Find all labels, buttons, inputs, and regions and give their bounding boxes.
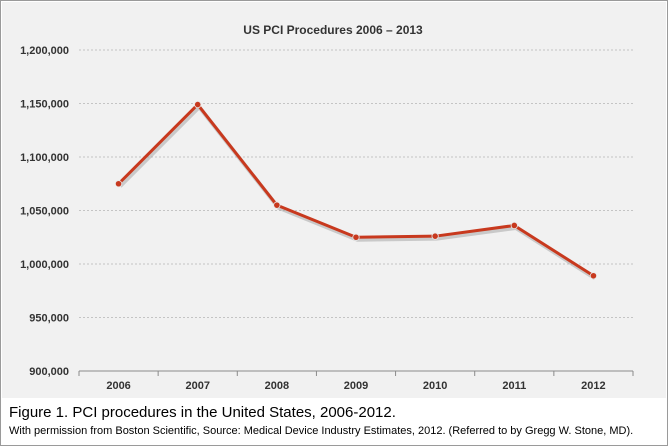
x-tick-label: 2007 (185, 380, 209, 392)
chart-panel: US PCI Procedures 2006 – 2013 900,000 950… (2, 2, 666, 398)
y-tick-label: 1,200,000 (20, 45, 69, 57)
axes (78, 370, 634, 376)
x-tick-label: 2011 (502, 380, 526, 392)
series-line-shadow (118, 105, 597, 280)
figure-caption: Figure 1. PCI procedures in the United S… (9, 404, 661, 438)
y-tick-label: 1,150,000 (20, 99, 69, 111)
y-tick-labels: 900,000 950,000 1,000,000 1,050,000 1,100,00… (20, 45, 69, 378)
y-tick-label: 1,050,000 (20, 206, 69, 218)
gridlines (79, 49, 633, 318)
x-tick-label: 2008 (265, 380, 289, 392)
x-tick-labels: 2006 2007 2008 2009 2010 2011 2012 (106, 380, 605, 392)
series-line-group (117, 103, 597, 280)
caption-credit: With permission from Boston Scientific, … (9, 425, 634, 437)
y-tick-label: 1,000,000 (20, 259, 69, 271)
data-point (114, 180, 123, 188)
y-tick-label: 1,100,000 (20, 152, 69, 164)
caption-title: Figure 1. PCI procedures in the United S… (9, 404, 396, 421)
x-tick-label: 2010 (423, 380, 447, 392)
data-point (431, 232, 439, 240)
data-point (510, 221, 518, 230)
y-tick-label: 950,000 (29, 313, 69, 325)
data-point (194, 100, 202, 109)
data-point (589, 272, 598, 280)
data-point (352, 233, 360, 241)
y-tick-label: 900,000 (29, 366, 69, 378)
data-points (114, 100, 598, 280)
x-tick-label: 2006 (106, 380, 130, 392)
line-chart: US PCI Procedures 2006 – 2013 900,000 950… (20, 23, 634, 392)
data-point (273, 201, 281, 209)
x-tick-label: 2012 (581, 380, 605, 392)
x-tick-label: 2009 (344, 380, 368, 392)
chart-title: US PCI Procedures 2006 – 2013 (243, 23, 423, 37)
series-line (117, 103, 595, 278)
